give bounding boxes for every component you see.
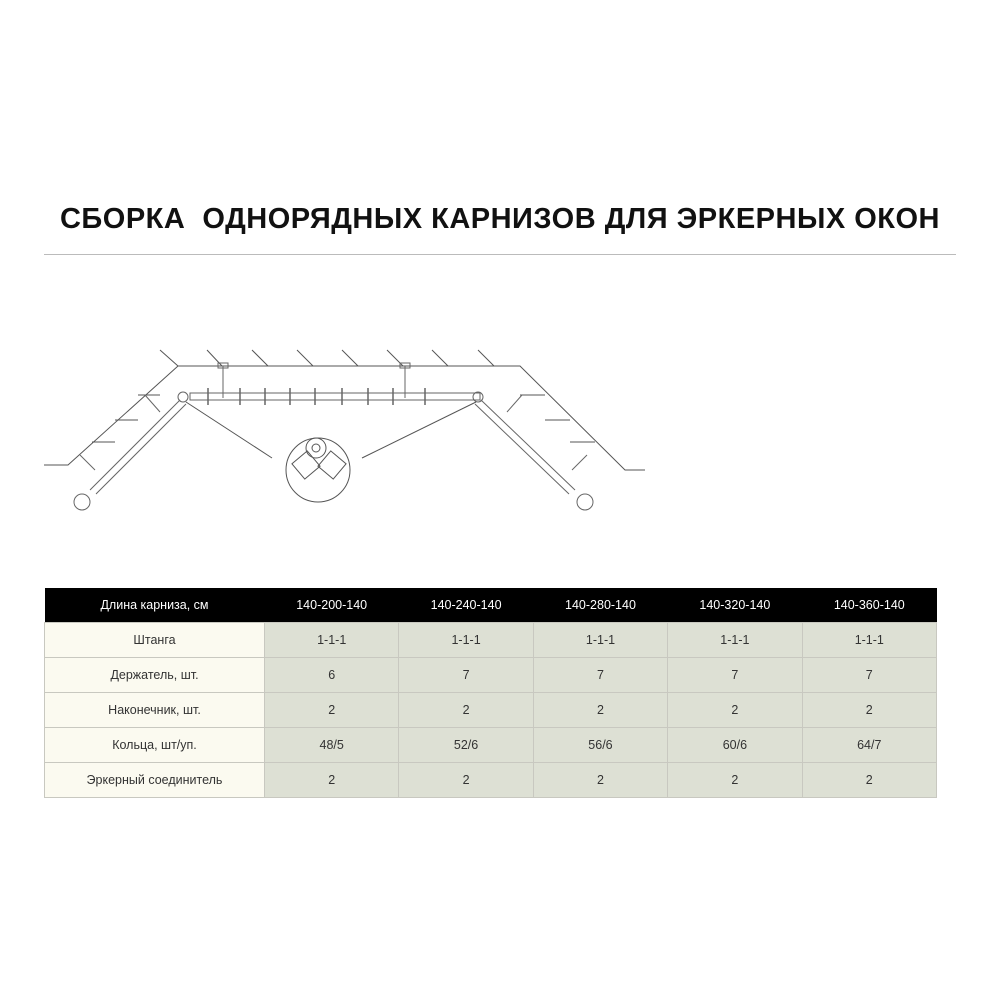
column-header: 140-240-140 xyxy=(398,588,534,623)
table-cell: 48/5 xyxy=(263,727,400,763)
table-cell: 64/7 xyxy=(801,727,938,763)
wall xyxy=(44,349,645,471)
table-cell: 1-1-1 xyxy=(532,622,669,658)
page-title: СБОРКА ОДНОРЯДНЫХ КАРНИЗОВ ДЛЯ ЭРКЕРНЫХ … xyxy=(59,203,940,235)
table-row: Кольца, шт/уп. 48/5 52/6 56/6 60/6 64/7 xyxy=(44,727,938,763)
cornice-spec-table: Длина карниза, см 140-200-140 140-240-14… xyxy=(44,588,938,798)
table-cell: 7 xyxy=(801,657,938,693)
table-cell: 52/6 xyxy=(398,727,534,763)
row-label: Держатель, шт. xyxy=(44,657,265,693)
divider xyxy=(44,254,956,255)
table-cell: 1-1-1 xyxy=(801,622,938,658)
row-label: Эркерный соединитель xyxy=(44,762,265,798)
table-cell: 2 xyxy=(667,692,803,728)
table-cell: 1-1-1 xyxy=(263,622,400,658)
column-header: 140-360-140 xyxy=(802,588,937,623)
table-header-row: Длина карниза, см 140-200-140 140-240-14… xyxy=(44,588,937,623)
table-cell: 2 xyxy=(532,762,669,798)
table-cell: 2 xyxy=(398,762,534,798)
table-cell: 2 xyxy=(263,692,400,728)
bay-window-cornice-diagram xyxy=(44,349,645,511)
column-header: 140-320-140 xyxy=(667,588,803,623)
table-cell: 2 xyxy=(801,762,938,798)
row-label: Штанга xyxy=(44,622,265,658)
table-cell: 7 xyxy=(398,657,534,693)
row-label: Кольца, шт/уп. xyxy=(44,727,265,763)
table-cell: 6 xyxy=(263,657,400,693)
table-row: Штанга 1-1-1 1-1-1 1-1-1 1-1-1 1-1-1 xyxy=(44,622,938,658)
table-cell: 2 xyxy=(532,692,669,728)
column-header: Длина карниза, см xyxy=(44,588,265,623)
table-cell: 2 xyxy=(398,692,534,728)
table-cell: 56/6 xyxy=(532,727,669,763)
table-cell: 2 xyxy=(801,692,938,728)
connector-detail xyxy=(185,401,477,503)
table-cell: 1-1-1 xyxy=(398,622,534,658)
table-cell: 2 xyxy=(263,762,400,798)
table-cell: 60/6 xyxy=(667,727,803,763)
table-row: Держатель, шт. 6 7 7 7 7 xyxy=(44,657,938,693)
column-header: 140-280-140 xyxy=(533,588,668,623)
table-cell: 7 xyxy=(532,657,669,693)
table-cell: 2 xyxy=(667,762,803,798)
row-label: Наконечник, шт. xyxy=(44,692,265,728)
column-header: 140-200-140 xyxy=(264,588,399,623)
table-cell: 7 xyxy=(667,657,803,693)
table-row: Наконечник, шт. 2 2 2 2 2 xyxy=(44,692,938,728)
curtain-rod xyxy=(73,362,594,511)
table-row: Эркерный соединитель 2 2 2 2 2 xyxy=(44,762,938,798)
table-cell: 1-1-1 xyxy=(667,622,803,658)
